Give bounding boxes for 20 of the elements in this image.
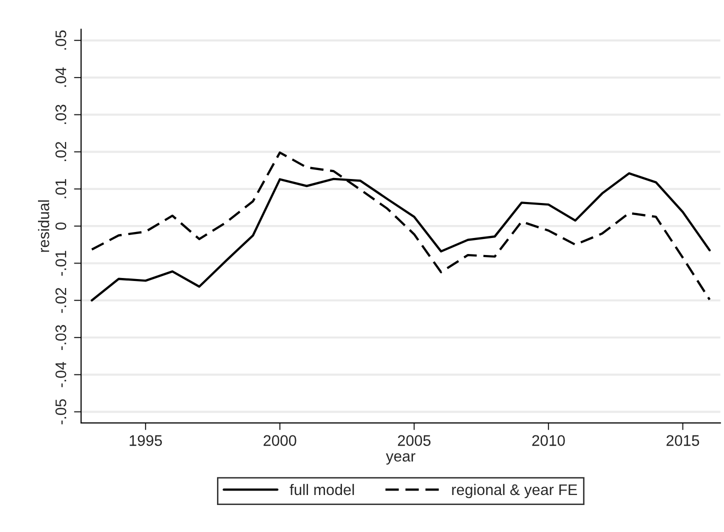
y-tick-label: .05	[55, 30, 66, 50]
y-tick-label: .04	[55, 67, 66, 87]
x-tick-label: 2010	[532, 435, 565, 446]
y-tick-label: -.04	[55, 362, 66, 388]
x-tick-label: 2000	[264, 435, 296, 446]
y-tick-label: .01	[55, 179, 66, 198]
x-tick-label: 1995	[130, 435, 162, 446]
legend-label: regional & year FE	[452, 484, 578, 498]
x-axis-title: year	[386, 453, 416, 465]
y-tick-label: .03	[55, 104, 66, 124]
legend-label: full model	[290, 484, 354, 496]
y-tick-label: 0	[55, 222, 66, 230]
y-tick-label: -.01	[55, 250, 66, 276]
y-tick-label: -.03	[55, 325, 66, 350]
y-tick-label: -.05	[55, 399, 66, 424]
y-axis-title: residual	[38, 200, 50, 252]
x-tick-label: 2005	[398, 435, 431, 446]
x-tick-label: 2015	[666, 435, 700, 446]
y-tick-label: -.02	[55, 288, 66, 313]
y-tick-label: .02	[55, 142, 66, 162]
